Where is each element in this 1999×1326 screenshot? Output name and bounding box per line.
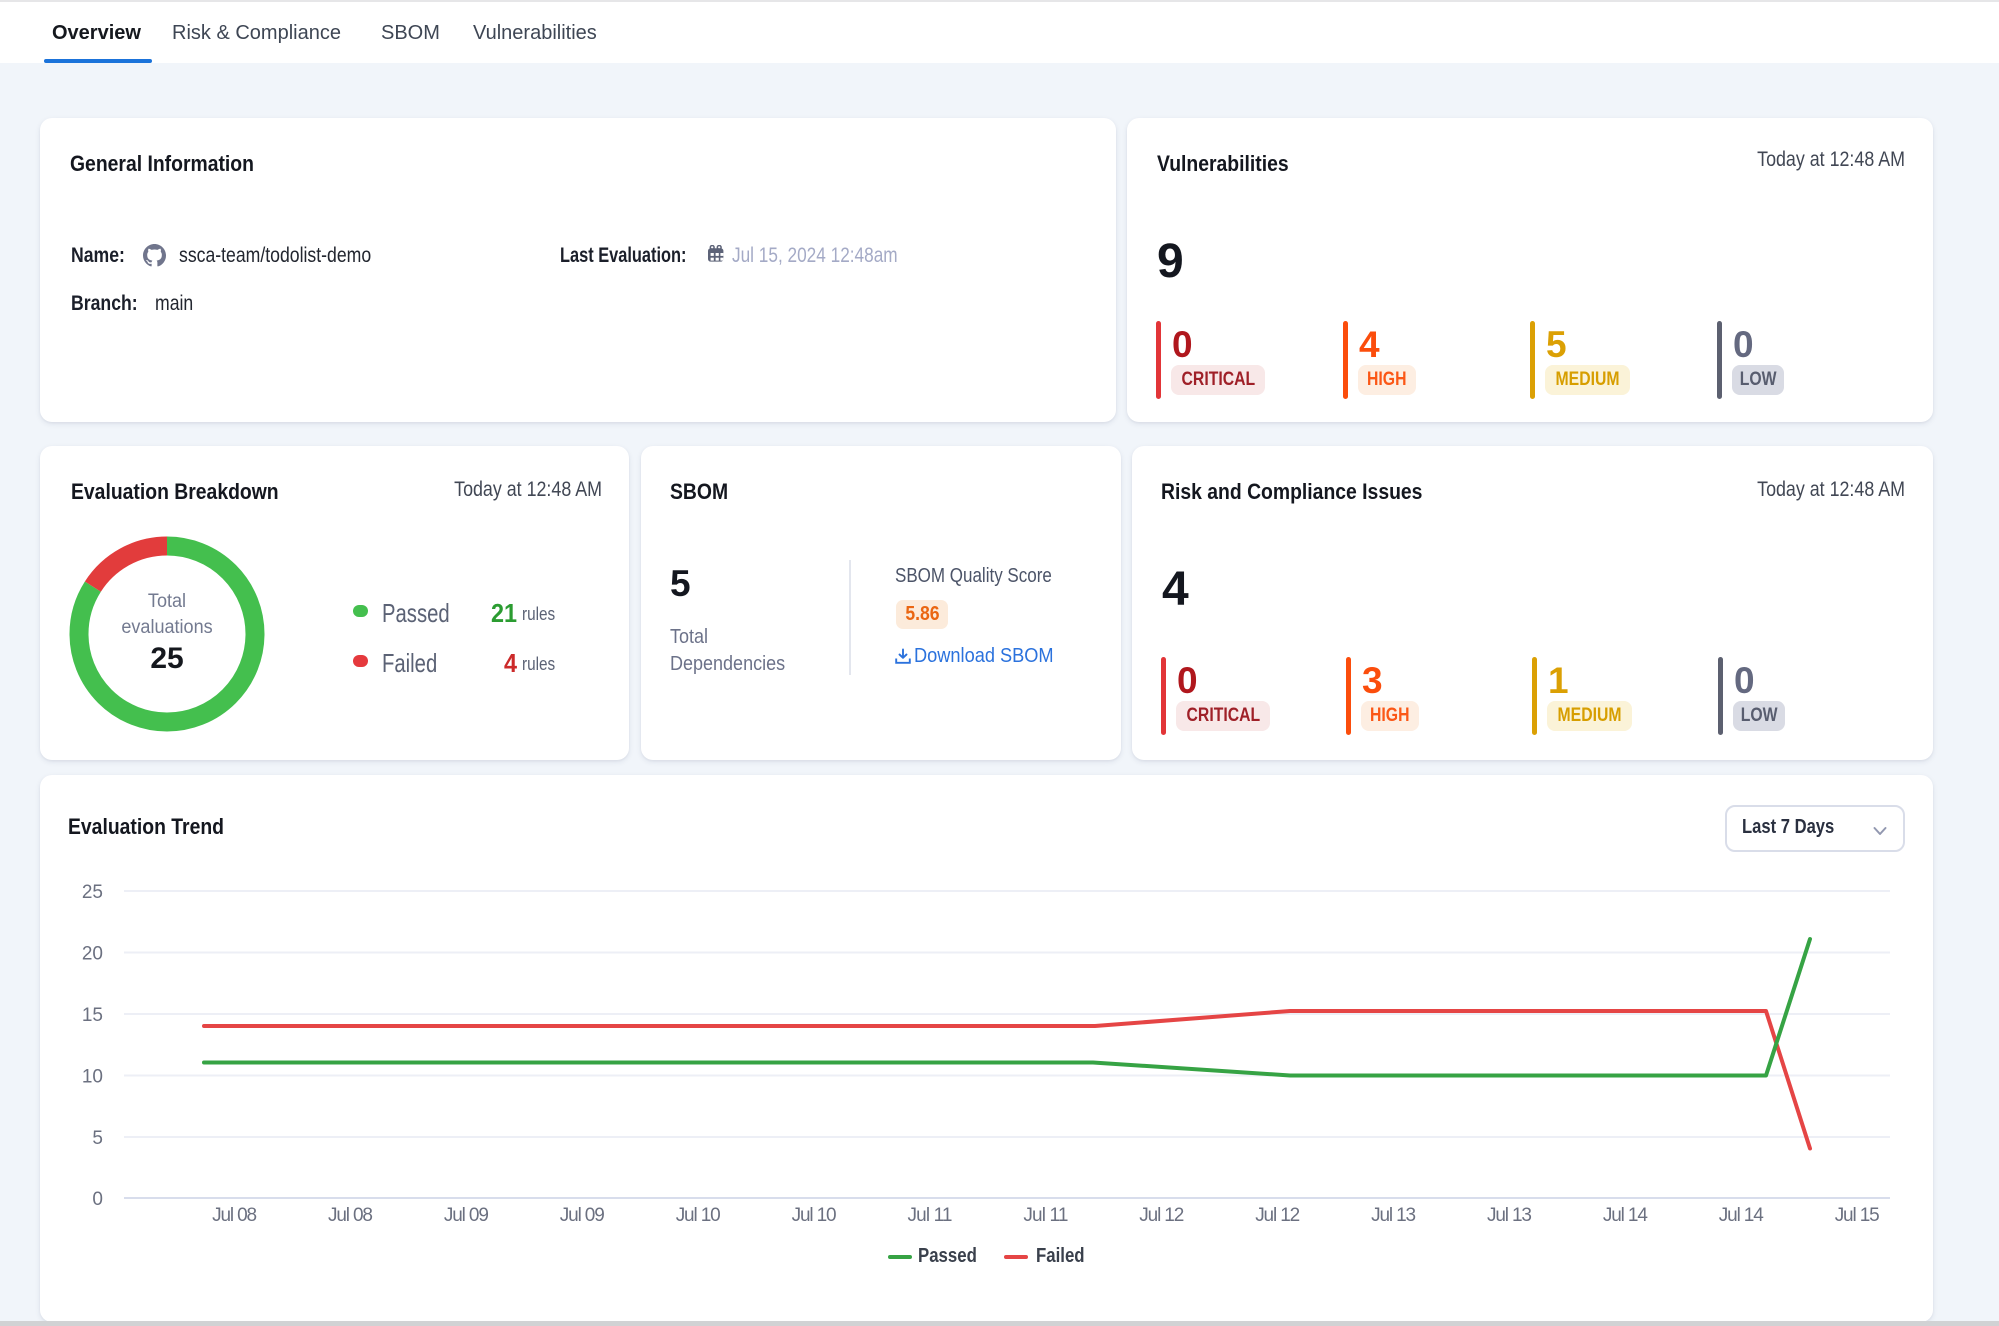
svg-text:Jul 12: Jul 12 [1139, 1205, 1184, 1226]
svg-text:Jul 08: Jul 08 [328, 1205, 373, 1226]
svg-text:Jul 08: Jul 08 [212, 1205, 257, 1226]
svg-text:Jul 09: Jul 09 [444, 1205, 489, 1226]
svg-text:Jul 10: Jul 10 [676, 1205, 721, 1226]
svg-text:5: 5 [92, 1128, 103, 1149]
svg-text:25: 25 [82, 882, 103, 903]
svg-text:Jul 11: Jul 11 [1023, 1205, 1068, 1226]
svg-text:20: 20 [82, 944, 103, 965]
svg-text:15: 15 [82, 1005, 103, 1026]
svg-text:Jul 13: Jul 13 [1371, 1205, 1416, 1226]
svg-text:Jul 11: Jul 11 [908, 1205, 953, 1226]
svg-text:10: 10 [82, 1067, 103, 1088]
svg-text:Jul 15: Jul 15 [1835, 1205, 1880, 1226]
svg-text:Jul 12: Jul 12 [1255, 1205, 1300, 1226]
svg-text:Jul 10: Jul 10 [792, 1205, 837, 1226]
svg-text:0: 0 [92, 1189, 103, 1210]
svg-text:Jul 09: Jul 09 [560, 1205, 605, 1226]
svg-text:Jul 14: Jul 14 [1603, 1205, 1648, 1226]
svg-text:Jul 13: Jul 13 [1487, 1205, 1532, 1226]
svg-text:Jul 14: Jul 14 [1719, 1205, 1764, 1226]
